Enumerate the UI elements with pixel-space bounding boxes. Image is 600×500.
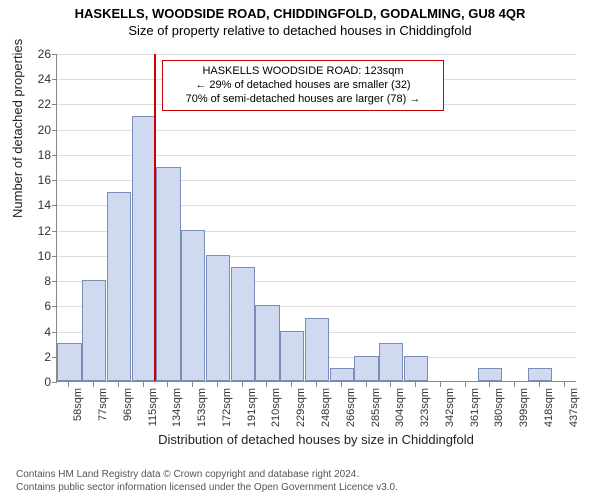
histogram-bar [82,280,106,381]
x-tick-label: 172sqm [221,388,233,427]
histogram-bar [107,192,131,381]
histogram-bar [528,368,552,381]
x-tick-mark [440,382,441,387]
x-tick-label: 191sqm [246,388,258,427]
histogram-bar [404,356,428,381]
x-tick-label: 266sqm [345,388,357,427]
x-tick-mark [341,382,342,387]
x-tick-label: 437sqm [568,388,580,427]
x-tick-label: 304sqm [394,388,406,427]
x-tick-label: 115sqm [147,388,159,426]
x-tick-mark [489,382,490,387]
chart-container: HASKELLS, WOODSIDE ROAD, CHIDDINGFOLD, G… [0,0,600,500]
y-tick-label: 26 [38,47,57,61]
x-tick-label: 418sqm [543,388,555,427]
x-tick-mark [539,382,540,387]
x-tick-mark [217,382,218,387]
x-tick-mark [465,382,466,387]
x-tick-label: 323sqm [419,388,431,427]
histogram-bar [354,356,378,381]
x-tick-mark [291,382,292,387]
y-tick-label: 2 [44,350,57,364]
histogram-bar [379,343,403,381]
x-tick-label: 361sqm [469,388,481,427]
histogram-bar [57,343,81,381]
y-tick-label: 24 [38,72,57,86]
x-tick-mark [415,382,416,387]
y-tick-label: 16 [38,173,57,187]
histogram-bar [132,116,156,381]
callout-line-3: 70% of semi-detached houses are larger (… [167,93,439,107]
y-tick-label: 20 [38,123,57,137]
histogram-bar [330,368,354,381]
plot-area: 02468101214161820222426 HASKELLS WOODSID… [56,54,576,382]
x-tick-mark [68,382,69,387]
x-tick-label: 210sqm [270,388,282,427]
histogram-bar [255,305,279,381]
x-axis-title: Distribution of detached houses by size … [56,432,576,447]
chart-title-subtitle: Size of property relative to detached ho… [0,21,600,38]
y-tick-label: 8 [44,274,57,288]
footer-attribution: Contains HM Land Registry data © Crown c… [16,468,590,494]
callout-line-2: ← 29% of detached houses are smaller (32… [167,79,439,93]
property-marker-line [154,54,156,381]
x-tick-label: 77sqm [97,388,109,421]
histogram-bar [305,318,329,381]
histogram-bar [478,368,502,381]
callout-line-1: HASKELLS WOODSIDE ROAD: 123sqm [167,65,439,79]
y-tick-label: 12 [38,224,57,238]
footer-line-2: Contains public sector information licen… [16,481,590,494]
histogram-bar [280,331,304,381]
x-tick-label: 229sqm [295,388,307,427]
x-tick-label: 153sqm [196,388,208,427]
y-tick-label: 22 [38,97,57,111]
footer-line-1: Contains HM Land Registry data © Crown c… [16,468,590,481]
x-tick-mark [143,382,144,387]
x-tick-label: 96sqm [122,388,134,421]
x-tick-label: 399sqm [518,388,530,427]
x-tick-mark [192,382,193,387]
chart-title-address: HASKELLS, WOODSIDE ROAD, CHIDDINGFOLD, G… [0,0,600,21]
x-tick-mark [266,382,267,387]
x-tick-label: 380sqm [493,388,505,427]
histogram-bar [156,167,180,381]
x-tick-mark [242,382,243,387]
histogram-bar [231,267,255,381]
x-tick-mark [167,382,168,387]
histogram-bar [181,230,205,381]
y-tick-label: 4 [44,325,57,339]
x-tick-mark [514,382,515,387]
x-tick-label: 134sqm [171,388,183,427]
y-tick-label: 6 [44,299,57,313]
gridline [57,54,576,55]
x-tick-label: 248sqm [320,388,332,427]
x-tick-mark [118,382,119,387]
y-axis-label: Number of detached properties [10,39,25,218]
x-tick-mark [390,382,391,387]
histogram-bar [206,255,230,381]
x-tick-label: 58sqm [72,388,84,421]
x-tick-label: 342sqm [444,388,456,427]
x-tick-mark [316,382,317,387]
x-tick-mark [366,382,367,387]
marker-callout: HASKELLS WOODSIDE ROAD: 123sqm ← 29% of … [162,60,444,111]
y-tick-label: 18 [38,148,57,162]
x-tick-mark [564,382,565,387]
x-tick-label: 285sqm [370,388,382,427]
x-tick-mark [93,382,94,387]
y-tick-label: 10 [38,249,57,263]
y-tick-label: 14 [38,198,57,212]
